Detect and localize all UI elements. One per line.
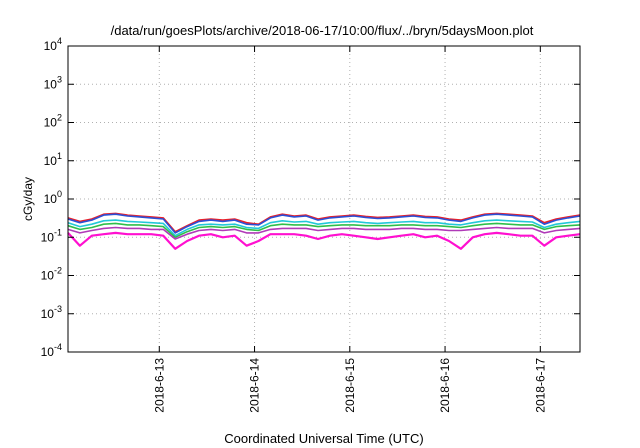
x-tick-label: 2018-6-13 [152,358,166,413]
y-tick-label: 103 [44,74,62,91]
x-tick-label: 2018-6-17 [533,358,547,413]
x-tick-label: 2018-6-14 [248,358,262,413]
y-tick-label: 10-2 [41,266,62,283]
series-line-3 [67,219,581,237]
series-layer [67,212,581,250]
x-tick-label: 2018-6-15 [343,358,357,413]
y-axis: 10-4 10-3 10-2 10-1 100 101 102 103 104 [41,36,580,359]
series-line-1 [67,212,581,233]
y-tick-label: 102 [44,113,62,130]
series-line-6 [67,231,581,250]
series-line-2 [67,213,581,234]
y-tick-label: 10-1 [41,227,62,244]
y-tick-label: 10-3 [41,304,62,321]
x-axis: 2018-6-13 2018-6-14 2018-6-15 2018-6-16 2018… [152,46,547,413]
y-tick-label: 104 [44,36,62,53]
y-tick-label: 100 [44,189,62,206]
y-tick-label: 101 [44,151,62,168]
grid [68,46,580,352]
x-tick-label: 2018-6-16 [438,358,452,413]
series-line-5 [67,226,581,240]
y-tick-label: 10-4 [41,342,62,359]
series-line-4 [67,222,581,239]
x-axis-label: Coordinated Universal Time (UTC) [224,431,423,446]
chart-title: /data/run/goesPlots/archive/2018-06-17/1… [111,23,534,38]
y-axis-label: cGy/day [21,177,35,221]
